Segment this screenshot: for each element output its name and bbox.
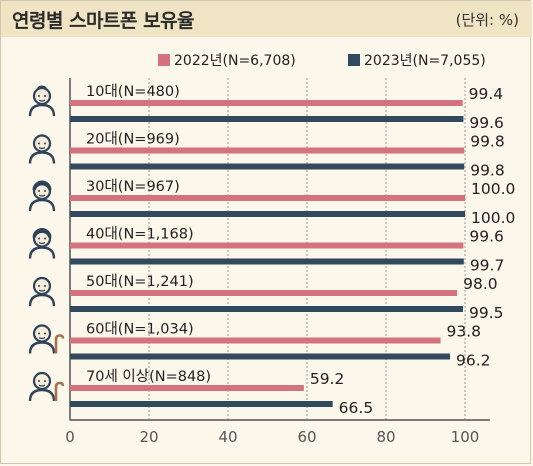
value-label: 99.4 [469,85,504,103]
hair-shape [32,180,52,191]
eye [44,95,46,97]
x-tick-label: 20 [139,428,158,446]
elderly-with-cane-icon [28,324,65,354]
value-label: 100.0 [471,180,515,198]
legend: 2022년(N=6,708) 2023년(N=7,055) [158,53,486,69]
eye [44,285,46,287]
cane-shape [54,381,65,401]
hair-shape [32,228,52,239]
category-label: 60대(N=1,034) [86,321,194,338]
legend-swatch-2 [348,54,360,66]
bar-2023 [70,211,465,217]
x-tick-label: 80 [376,428,395,446]
middle-aged-icon [28,228,56,259]
value-label: 93.8 [447,323,482,341]
eye [38,95,40,97]
category-label: 50대(N=1,241) [86,273,194,290]
category-label: 10대(N=480) [86,83,180,100]
bar-2023 [70,401,333,407]
legend-label-1: 2022년(N=6,708) [174,53,296,69]
eye [38,332,40,335]
mouth [38,241,46,245]
x-tick-label: 60 [297,428,316,446]
value-label: 99.6 [469,114,504,132]
value-label: 99.8 [470,133,505,151]
value-label: 100.0 [471,209,515,227]
eye [44,142,46,145]
body-shape [28,198,56,212]
value-label: 99.5 [469,304,504,322]
body-shape [28,103,56,117]
bar-2022 [70,195,465,201]
category-label: 70세 이상(N=848) [86,368,211,385]
body-shape [28,388,56,402]
bar-2022 [70,242,464,249]
body-shape [28,151,56,164]
bar-2022 [70,290,458,296]
title-bar [1,1,532,37]
eye [38,237,40,240]
value-label: 99.8 [470,162,505,180]
older-man-icon [28,276,56,307]
value-label: 66.5 [339,399,374,417]
eye [38,380,40,382]
mouth [38,336,46,340]
x-tick-label: 0 [65,428,75,446]
value-label: 96.2 [456,352,491,370]
bar-2023 [70,306,464,312]
eye [44,237,46,240]
legend-swatch-1 [158,54,170,66]
bar-2023 [70,116,464,122]
teen-person-icon [28,85,56,117]
value-label: 98.0 [463,275,498,293]
chart-title: 연령별 스마트폰 보유율 [12,10,195,32]
eye [38,285,40,287]
bar-2023 [70,258,464,265]
value-label: 99.6 [469,228,504,246]
eye [38,142,40,145]
x-tick-label: 40 [218,428,237,446]
body-shape [28,293,56,307]
value-label: 99.7 [470,257,505,275]
category-label: 40대(N=1,168) [86,226,194,243]
category-label: 20대(N=969) [86,131,180,148]
hair-shape [37,85,47,89]
bar-2022 [70,337,441,344]
mouth [38,146,46,150]
unit-label: (단위: %) [455,11,519,29]
bar-2022 [70,147,465,154]
mouth [38,384,46,387]
bar-2023 [70,353,450,360]
category-label: 30대(N=967) [86,178,180,195]
eye [44,190,46,192]
mouth [38,99,46,102]
adult-man-icon [28,180,56,212]
mouth [38,194,46,197]
body-shape [28,246,56,259]
bar-2023 [70,163,465,170]
x-tick-label: 100 [451,428,480,446]
senior-with-cane-icon [28,371,65,402]
legend-label-2: 2023년(N=7,055) [364,53,486,69]
cane-shape [54,334,65,354]
eye [38,190,40,192]
eye [44,332,46,335]
bar-2022 [70,100,463,106]
bar-2022 [70,385,304,391]
young-adult-icon [28,134,56,164]
value-label: 59.2 [310,370,345,388]
eye [44,380,46,382]
mouth [38,289,46,292]
body-shape [28,341,56,354]
